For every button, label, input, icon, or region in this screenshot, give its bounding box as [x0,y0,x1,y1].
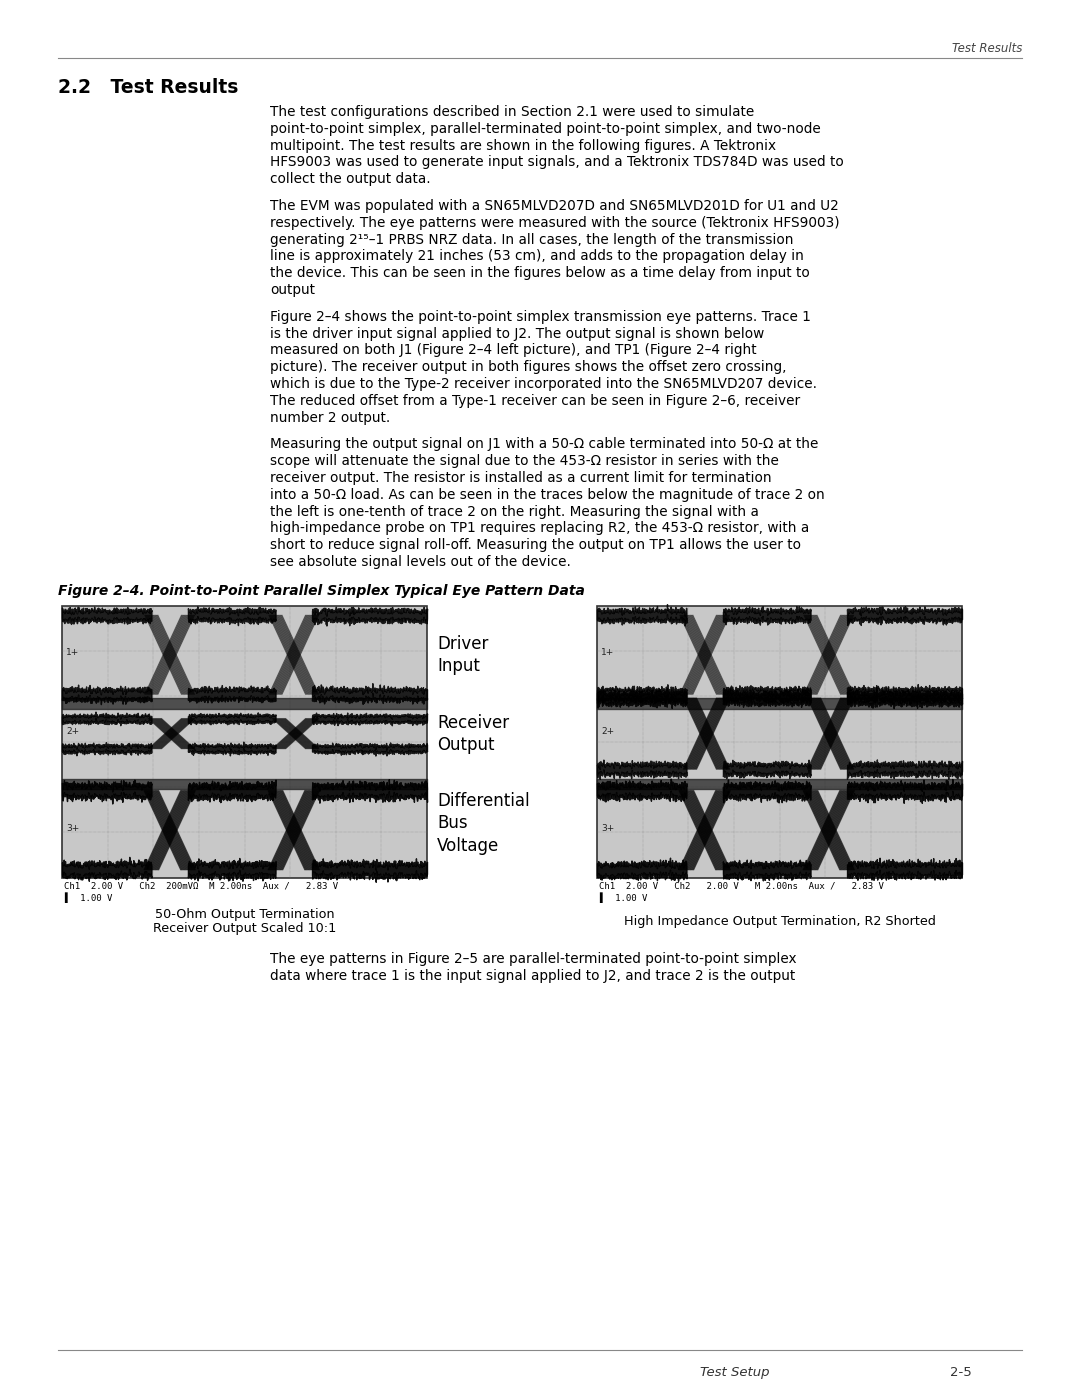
Text: Driver
Input: Driver Input [437,634,488,675]
Text: HFS9003 was used to generate input signals, and a Tektronix TDS784D was used to: HFS9003 was used to generate input signa… [270,155,843,169]
Text: the device. This can be seen in the figures below as a time delay from input to: the device. This can be seen in the figu… [270,267,810,281]
Text: high-impedance probe on TP1 requires replacing R2, the 453-Ω resistor, with a: high-impedance probe on TP1 requires rep… [270,521,809,535]
Bar [597,606,962,877]
Text: 2-5: 2-5 [950,1366,972,1379]
Text: point-to-point simplex, parallel-terminated point-to-point simplex, and two-node: point-to-point simplex, parallel-termina… [270,122,821,136]
Text: 50-Ohm Output Termination: 50-Ohm Output Termination [154,908,335,921]
Text: the left is one-tenth of trace 2 on the right. Measuring the signal with a: the left is one-tenth of trace 2 on the … [270,504,759,518]
Text: multipoint. The test results are shown in the following figures. A Tektronix: multipoint. The test results are shown i… [270,138,777,152]
Text: line is approximately 21 inches (53 cm), and adds to the propagation delay in: line is approximately 21 inches (53 cm),… [270,250,804,264]
Text: The test configurations described in Section 2.1 were used to simulate: The test configurations described in Sec… [270,105,754,119]
Text: Figure 2–4. Point-to-Point Parallel Simplex Typical Eye Pattern Data: Figure 2–4. Point-to-Point Parallel Simp… [58,584,585,598]
Text: generating 2¹⁵–1 PRBS NRZ data. In all cases, the length of the transmission: generating 2¹⁵–1 PRBS NRZ data. In all c… [270,232,794,247]
Text: number 2 output.: number 2 output. [270,411,390,425]
Text: Receiver Output Scaled 10:1: Receiver Output Scaled 10:1 [153,922,336,935]
Text: 1+: 1+ [600,648,615,657]
Text: The reduced offset from a Type-1 receiver can be seen in Figure 2–6, receiver: The reduced offset from a Type-1 receive… [270,394,800,408]
Text: measured on both J1 (Figure 2–4 left picture), and TP1 (Figure 2–4 right: measured on both J1 (Figure 2–4 left pic… [270,344,757,358]
Text: ▌  1.00 V: ▌ 1.00 V [64,893,112,904]
Text: which is due to the Type-2 receiver incorporated into the SN65MLVD207 device.: which is due to the Type-2 receiver inco… [270,377,816,391]
Text: Measuring the output signal on J1 with a 50-Ω cable terminated into 50-Ω at the: Measuring the output signal on J1 with a… [270,437,819,451]
Text: The eye patterns in Figure 2–5 are parallel-terminated point-to-point simplex: The eye patterns in Figure 2–5 are paral… [270,951,797,965]
Text: 3+: 3+ [66,823,79,833]
Text: 2.2   Test Results: 2.2 Test Results [58,78,239,96]
Text: Test Results: Test Results [951,42,1022,54]
Text: 3+: 3+ [600,823,615,833]
Text: receiver output. The resistor is installed as a current limit for termination: receiver output. The resistor is install… [270,471,771,485]
Bar [62,606,427,877]
Text: Ch1  2.00 V   Ch2  200mVΩ  M 2.00ns  Aux /   2.83 V: Ch1 2.00 V Ch2 200mVΩ M 2.00ns Aux / 2.8… [64,882,338,891]
Text: High Impedance Output Termination, R2 Shorted: High Impedance Output Termination, R2 Sh… [623,915,935,928]
Text: respectively. The eye patterns were measured with the source (Tektronix HFS9003): respectively. The eye patterns were meas… [270,215,839,229]
Text: data where trace 1 is the input signal applied to J2, and trace 2 is the output: data where trace 1 is the input signal a… [270,968,795,982]
Text: collect the output data.: collect the output data. [270,172,431,186]
Text: see absolute signal levels out of the device.: see absolute signal levels out of the de… [270,555,571,569]
Text: 2+: 2+ [66,726,79,736]
Text: is the driver input signal applied to J2. The output signal is shown below: is the driver input signal applied to J2… [270,327,765,341]
Text: ▌  1.00 V: ▌ 1.00 V [599,893,647,904]
Text: short to reduce signal roll-off. Measuring the output on TP1 allows the user to: short to reduce signal roll-off. Measuri… [270,538,801,552]
Text: 1+: 1+ [66,648,79,657]
Text: Test Setup: Test Setup [700,1366,769,1379]
Text: The EVM was populated with a SN65MLVD207D and SN65MLVD201D for U1 and U2: The EVM was populated with a SN65MLVD207… [270,198,839,212]
Text: Differential
Bus
Voltage: Differential Bus Voltage [437,792,529,855]
Text: Receiver
Output: Receiver Output [437,714,509,754]
Text: output: output [270,284,315,298]
Text: picture). The receiver output in both figures shows the offset zero crossing,: picture). The receiver output in both fi… [270,360,786,374]
Text: Ch1  2.00 V   Ch2   2.00 V   M 2.00ns  Aux /   2.83 V: Ch1 2.00 V Ch2 2.00 V M 2.00ns Aux / 2.8… [599,882,883,891]
Text: Figure 2–4 shows the point-to-point simplex transmission eye patterns. Trace 1: Figure 2–4 shows the point-to-point simp… [270,310,811,324]
Text: 2+: 2+ [600,726,615,736]
Text: scope will attenuate the signal due to the 453-Ω resistor in series with the: scope will attenuate the signal due to t… [270,454,779,468]
Text: into a 50-Ω load. As can be seen in the traces below the magnitude of trace 2 on: into a 50-Ω load. As can be seen in the … [270,488,825,502]
